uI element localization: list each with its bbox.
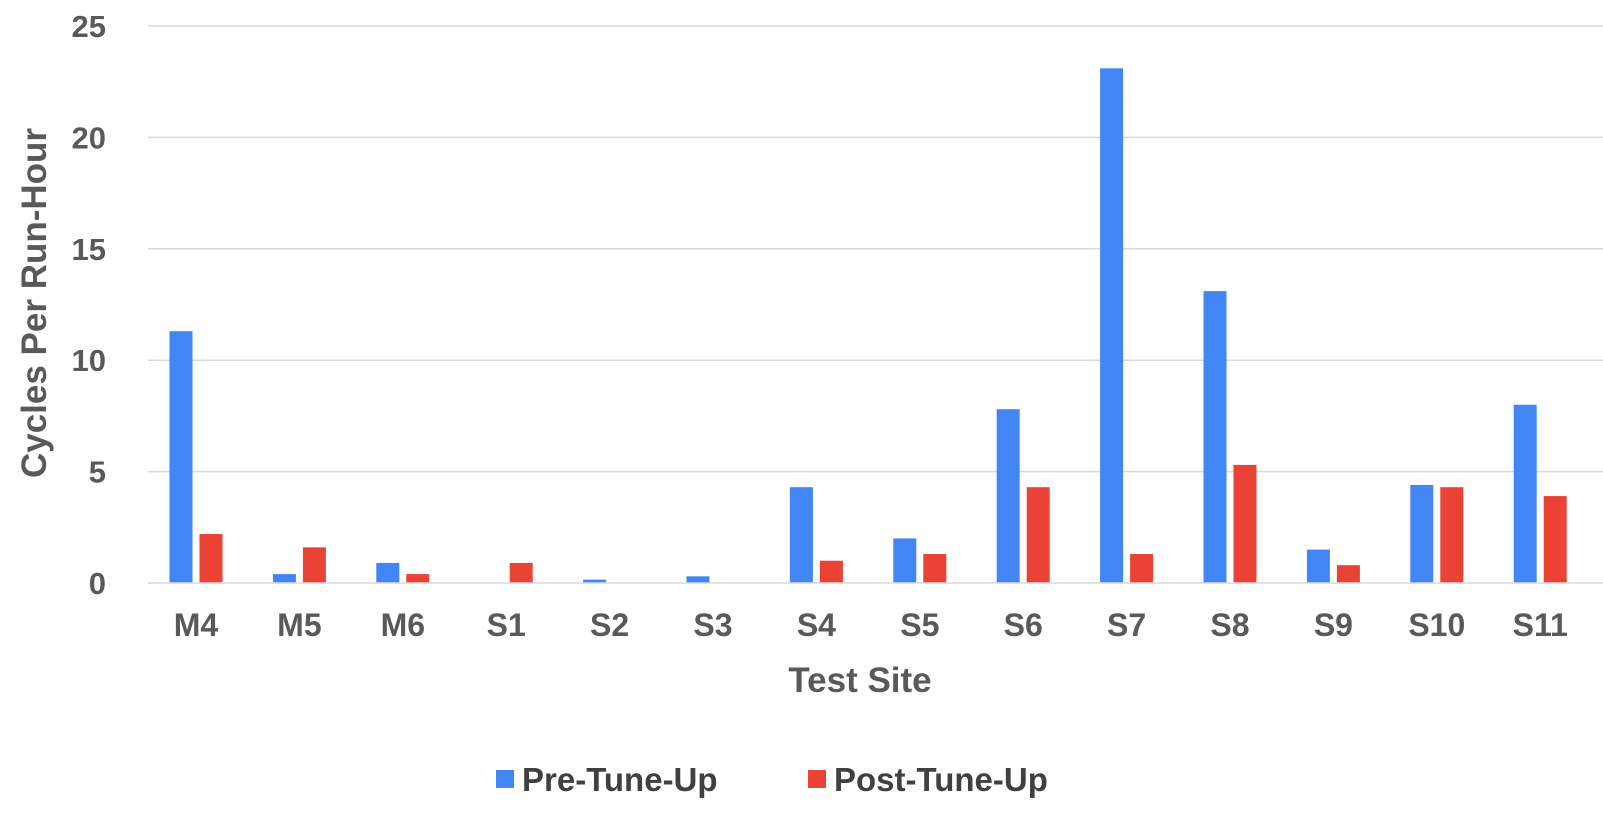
bar-pre-tune-up-s6 (996, 409, 1020, 583)
x-tick-label: S1 (487, 607, 526, 643)
gridlines (148, 25, 1603, 473)
bar-pre-tune-up-s9 (1306, 549, 1330, 583)
bar-post-tune-up-s10 (1440, 487, 1464, 583)
bar-pre-tune-up-s11 (1513, 404, 1537, 583)
bar-post-tune-up-s1 (509, 562, 533, 583)
x-tick-label: S9 (1314, 607, 1353, 643)
bar-pre-tune-up-s3 (686, 576, 710, 583)
bar-pre-tune-up-m5 (272, 574, 296, 583)
bar-post-tune-up-s9 (1336, 565, 1360, 583)
x-tick-label: S4 (797, 607, 836, 643)
bar-post-tune-up-m6 (406, 574, 430, 583)
legend-swatch (496, 770, 514, 788)
x-tick-label: S7 (1107, 607, 1146, 643)
y-axis-title: Cycles Per Run-Hour (15, 128, 54, 478)
x-tick-label: M4 (174, 607, 219, 643)
legend-label: Post-Tune-Up (834, 761, 1048, 798)
bar-post-tune-up-s5 (923, 554, 947, 583)
x-tick-label: S6 (1004, 607, 1043, 643)
bar-pre-tune-up-s4 (789, 487, 813, 583)
bar-post-tune-up-m5 (302, 547, 326, 583)
x-tick-label: S10 (1408, 607, 1465, 643)
bar-post-tune-up-s8 (1233, 464, 1257, 583)
legend: Pre-Tune-Up Post-Tune-Up (496, 761, 1048, 798)
x-tick-label: S11 (1513, 607, 1568, 643)
legend-swatch (808, 770, 826, 788)
bar-post-tune-up-s7 (1130, 554, 1154, 583)
x-tick-label: S5 (900, 607, 939, 643)
bar-pre-tune-up-s5 (893, 538, 917, 583)
bar-pre-tune-up-s8 (1203, 291, 1227, 583)
y-tick-label: 0 (89, 566, 106, 601)
bar-pre-tune-up-m4 (169, 331, 193, 583)
x-tick-label: S3 (693, 607, 732, 643)
y-tick-label: 5 (89, 455, 106, 490)
bar-pre-tune-up-s7 (1100, 68, 1124, 583)
x-tick-label: M6 (381, 607, 425, 643)
legend-label: Pre-Tune-Up (522, 761, 718, 798)
bar-post-tune-up-s6 (1026, 487, 1050, 583)
bar-post-tune-up-s4 (819, 560, 843, 583)
bar-post-tune-up-s11 (1543, 496, 1567, 583)
x-axis-ticks: M4 M5 M6 S1 S2 S3 S4 S5 S6 S7 S8 S9 S10 S11 (174, 607, 1568, 643)
y-tick-label: 15 (72, 232, 106, 267)
bar-pre-tune-up-m6 (376, 562, 400, 583)
x-tick-label: S2 (590, 607, 629, 643)
bar-pre-tune-up-s2 (583, 579, 607, 583)
x-tick-label: S8 (1210, 607, 1249, 643)
y-tick-label: 10 (72, 343, 106, 378)
x-tick-label: M5 (277, 607, 321, 643)
bar-post-tune-up-m4 (199, 533, 223, 583)
y-axis-ticks: 0 5 10 15 20 25 (72, 9, 106, 601)
bars (169, 68, 1567, 583)
x-axis-title: Test Site (788, 661, 931, 700)
bar-pre-tune-up-s10 (1410, 484, 1434, 583)
y-tick-label: 20 (72, 120, 106, 155)
y-tick-label: 25 (72, 9, 106, 44)
